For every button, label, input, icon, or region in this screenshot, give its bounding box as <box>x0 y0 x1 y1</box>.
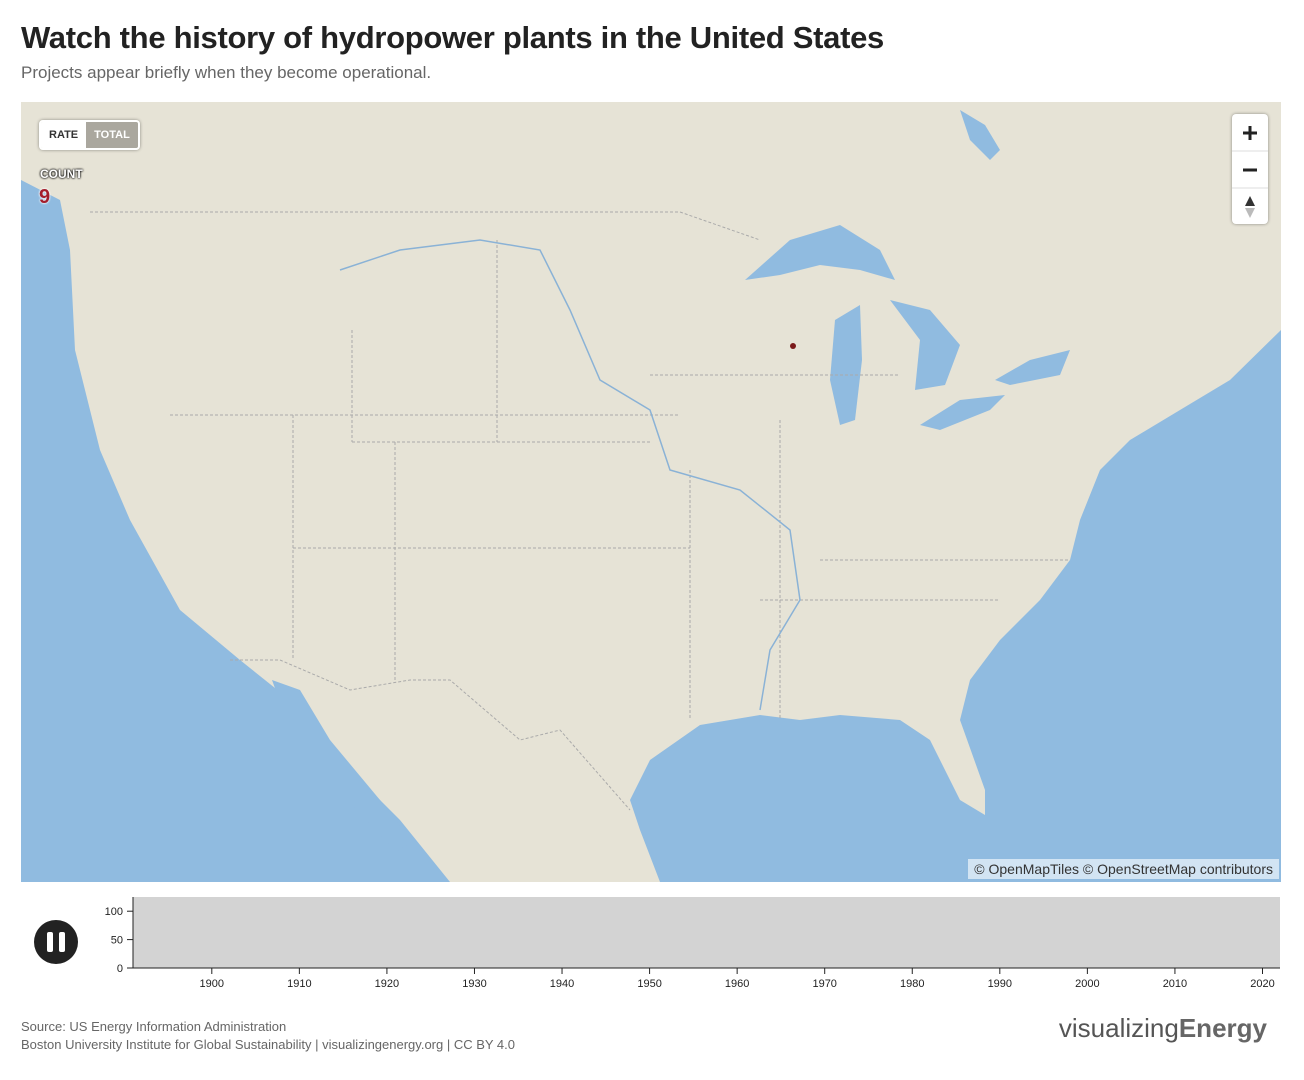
count-label: COUNT <box>40 167 83 181</box>
logo: visualizingEnergy <box>1059 1013 1267 1044</box>
logo-bold: Energy <box>1178 1013 1267 1043</box>
map[interactable]: RATE TOTAL COUNT 9 © OpenMapTiles © Open… <box>21 102 1281 882</box>
x-tick-label: 1970 <box>812 978 836 990</box>
x-tick-label: 1910 <box>287 978 311 990</box>
x-tick-label: 1980 <box>900 978 924 990</box>
y-tick-label: 100 <box>105 906 123 918</box>
play-pause[interactable] <box>34 920 78 964</box>
total-button[interactable]: TOTAL <box>86 122 138 148</box>
y-tick-label: 0 <box>117 963 123 975</box>
credit: Boston University Institute for Global S… <box>21 1037 516 1052</box>
x-tick-label: 1920 <box>375 978 399 990</box>
logo-light: visualizing <box>1058 1013 1179 1043</box>
zoom-in[interactable] <box>1243 126 1257 140</box>
x-tick-label: 2010 <box>1163 978 1187 990</box>
subtitle: Projects appear briefly when they become… <box>21 63 432 82</box>
x-tick-label: 1930 <box>462 978 486 990</box>
x-tick-label: 1900 <box>200 978 224 990</box>
x-tick-label: 2000 <box>1075 978 1099 990</box>
source: Source: US Energy Information Administra… <box>21 1019 287 1034</box>
count-value: 9 <box>39 186 51 208</box>
rate-button[interactable]: RATE <box>41 122 87 148</box>
title: Watch the history of hydropower plants i… <box>21 20 885 55</box>
timeline: 0 50 100 1900 1910 1920 1930 1940 1950 1960 1970 19… <box>34 897 1280 990</box>
plot-background <box>133 897 1280 968</box>
zoom-control <box>1232 114 1268 224</box>
x-tick-label: 2020 <box>1250 978 1274 990</box>
x-tick-label: 1950 <box>637 978 661 990</box>
zoom-icons <box>1232 126 1268 218</box>
attribution: © OpenMapTiles © OpenStreetMap contribut… <box>968 859 1279 879</box>
x-tick-label: 1990 <box>988 978 1012 990</box>
compass[interactable] <box>1245 196 1255 218</box>
toggle: RATE TOTAL <box>39 120 140 150</box>
x-tick-label: 1940 <box>550 978 574 990</box>
y-tick-label: 50 <box>111 935 123 947</box>
x-tick-label: 1960 <box>725 978 749 990</box>
map-canvas <box>21 102 1281 882</box>
